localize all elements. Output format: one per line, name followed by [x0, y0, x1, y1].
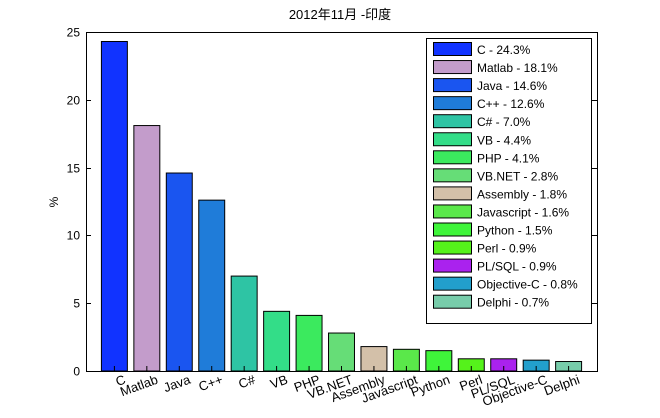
x-tick-label: Perl — [457, 372, 484, 394]
legend-label: Matlab - 18.1% — [477, 61, 558, 75]
legend-label: C# - 7.0% — [477, 115, 531, 129]
legend-swatch — [433, 258, 472, 273]
bar-c- — [230, 275, 258, 372]
legend-label: Javascript - 1.6% — [477, 205, 569, 219]
y-tick-label: 20 — [67, 94, 81, 108]
bar-c- — [198, 199, 226, 372]
legend-label: Delphi - 0.7% — [477, 296, 549, 310]
legend-swatch — [433, 132, 472, 147]
legend-swatch — [433, 204, 472, 219]
y-tick-label: 5 — [73, 297, 80, 311]
legend-swatch — [433, 96, 472, 111]
bar-c — [100, 40, 128, 372]
bar-matlab — [133, 125, 161, 372]
x-tick-label: C# — [236, 371, 257, 391]
bar-vb-net — [328, 332, 355, 372]
y-tick-label: 10 — [67, 229, 81, 243]
legend-label: PL/SQL - 0.9% — [477, 260, 557, 274]
legend-label: C++ - 12.6% — [477, 97, 545, 111]
legend-label: Java - 14.6% — [477, 79, 547, 93]
legend-swatch — [433, 240, 472, 255]
bar-java — [165, 172, 193, 372]
legend-swatch — [433, 222, 472, 237]
y-tick-label: 0 — [73, 365, 80, 379]
legend-label: VB.NET - 2.8% — [477, 169, 558, 183]
legend-label: Objective-C - 0.8% — [477, 278, 578, 292]
legend-label: Python - 1.5% — [477, 224, 553, 238]
legend-swatch — [433, 60, 472, 75]
legend-label: Perl - 0.9% — [477, 242, 537, 256]
bar-vb — [263, 310, 291, 372]
legend-swatch — [433, 150, 472, 165]
y-axis-label: % — [47, 196, 61, 207]
legend-swatch — [433, 186, 472, 201]
y-axis-ticks: 0 5 10 15 20 25 — [67, 26, 597, 379]
legend-swatch — [433, 276, 472, 291]
legend-label: VB - 4.4% — [477, 133, 531, 147]
legend-label: Assembly - 1.8% — [477, 187, 567, 201]
legend-swatch — [433, 168, 472, 183]
bar-php — [295, 314, 323, 372]
y-tick-label: 15 — [67, 162, 81, 176]
chart-title: 2012年11月 -印度 — [289, 7, 391, 22]
legend-label: PHP - 4.1% — [477, 151, 540, 165]
legend-swatch — [433, 42, 472, 56]
legend-swatch — [433, 114, 472, 129]
y-tick-label: 25 — [67, 26, 81, 40]
x-tick-label: VB — [268, 372, 289, 392]
legend-label: C - 24.3% — [477, 43, 531, 57]
legend-swatch — [433, 78, 472, 93]
legend: C - 24.3% Matlab - 18.1% Java - 14.6% C++ -… — [426, 38, 592, 324]
legend-swatch — [433, 294, 472, 309]
legend-items: C - 24.3% Matlab - 18.1% Java - 14.6% C++ -… — [433, 42, 578, 310]
